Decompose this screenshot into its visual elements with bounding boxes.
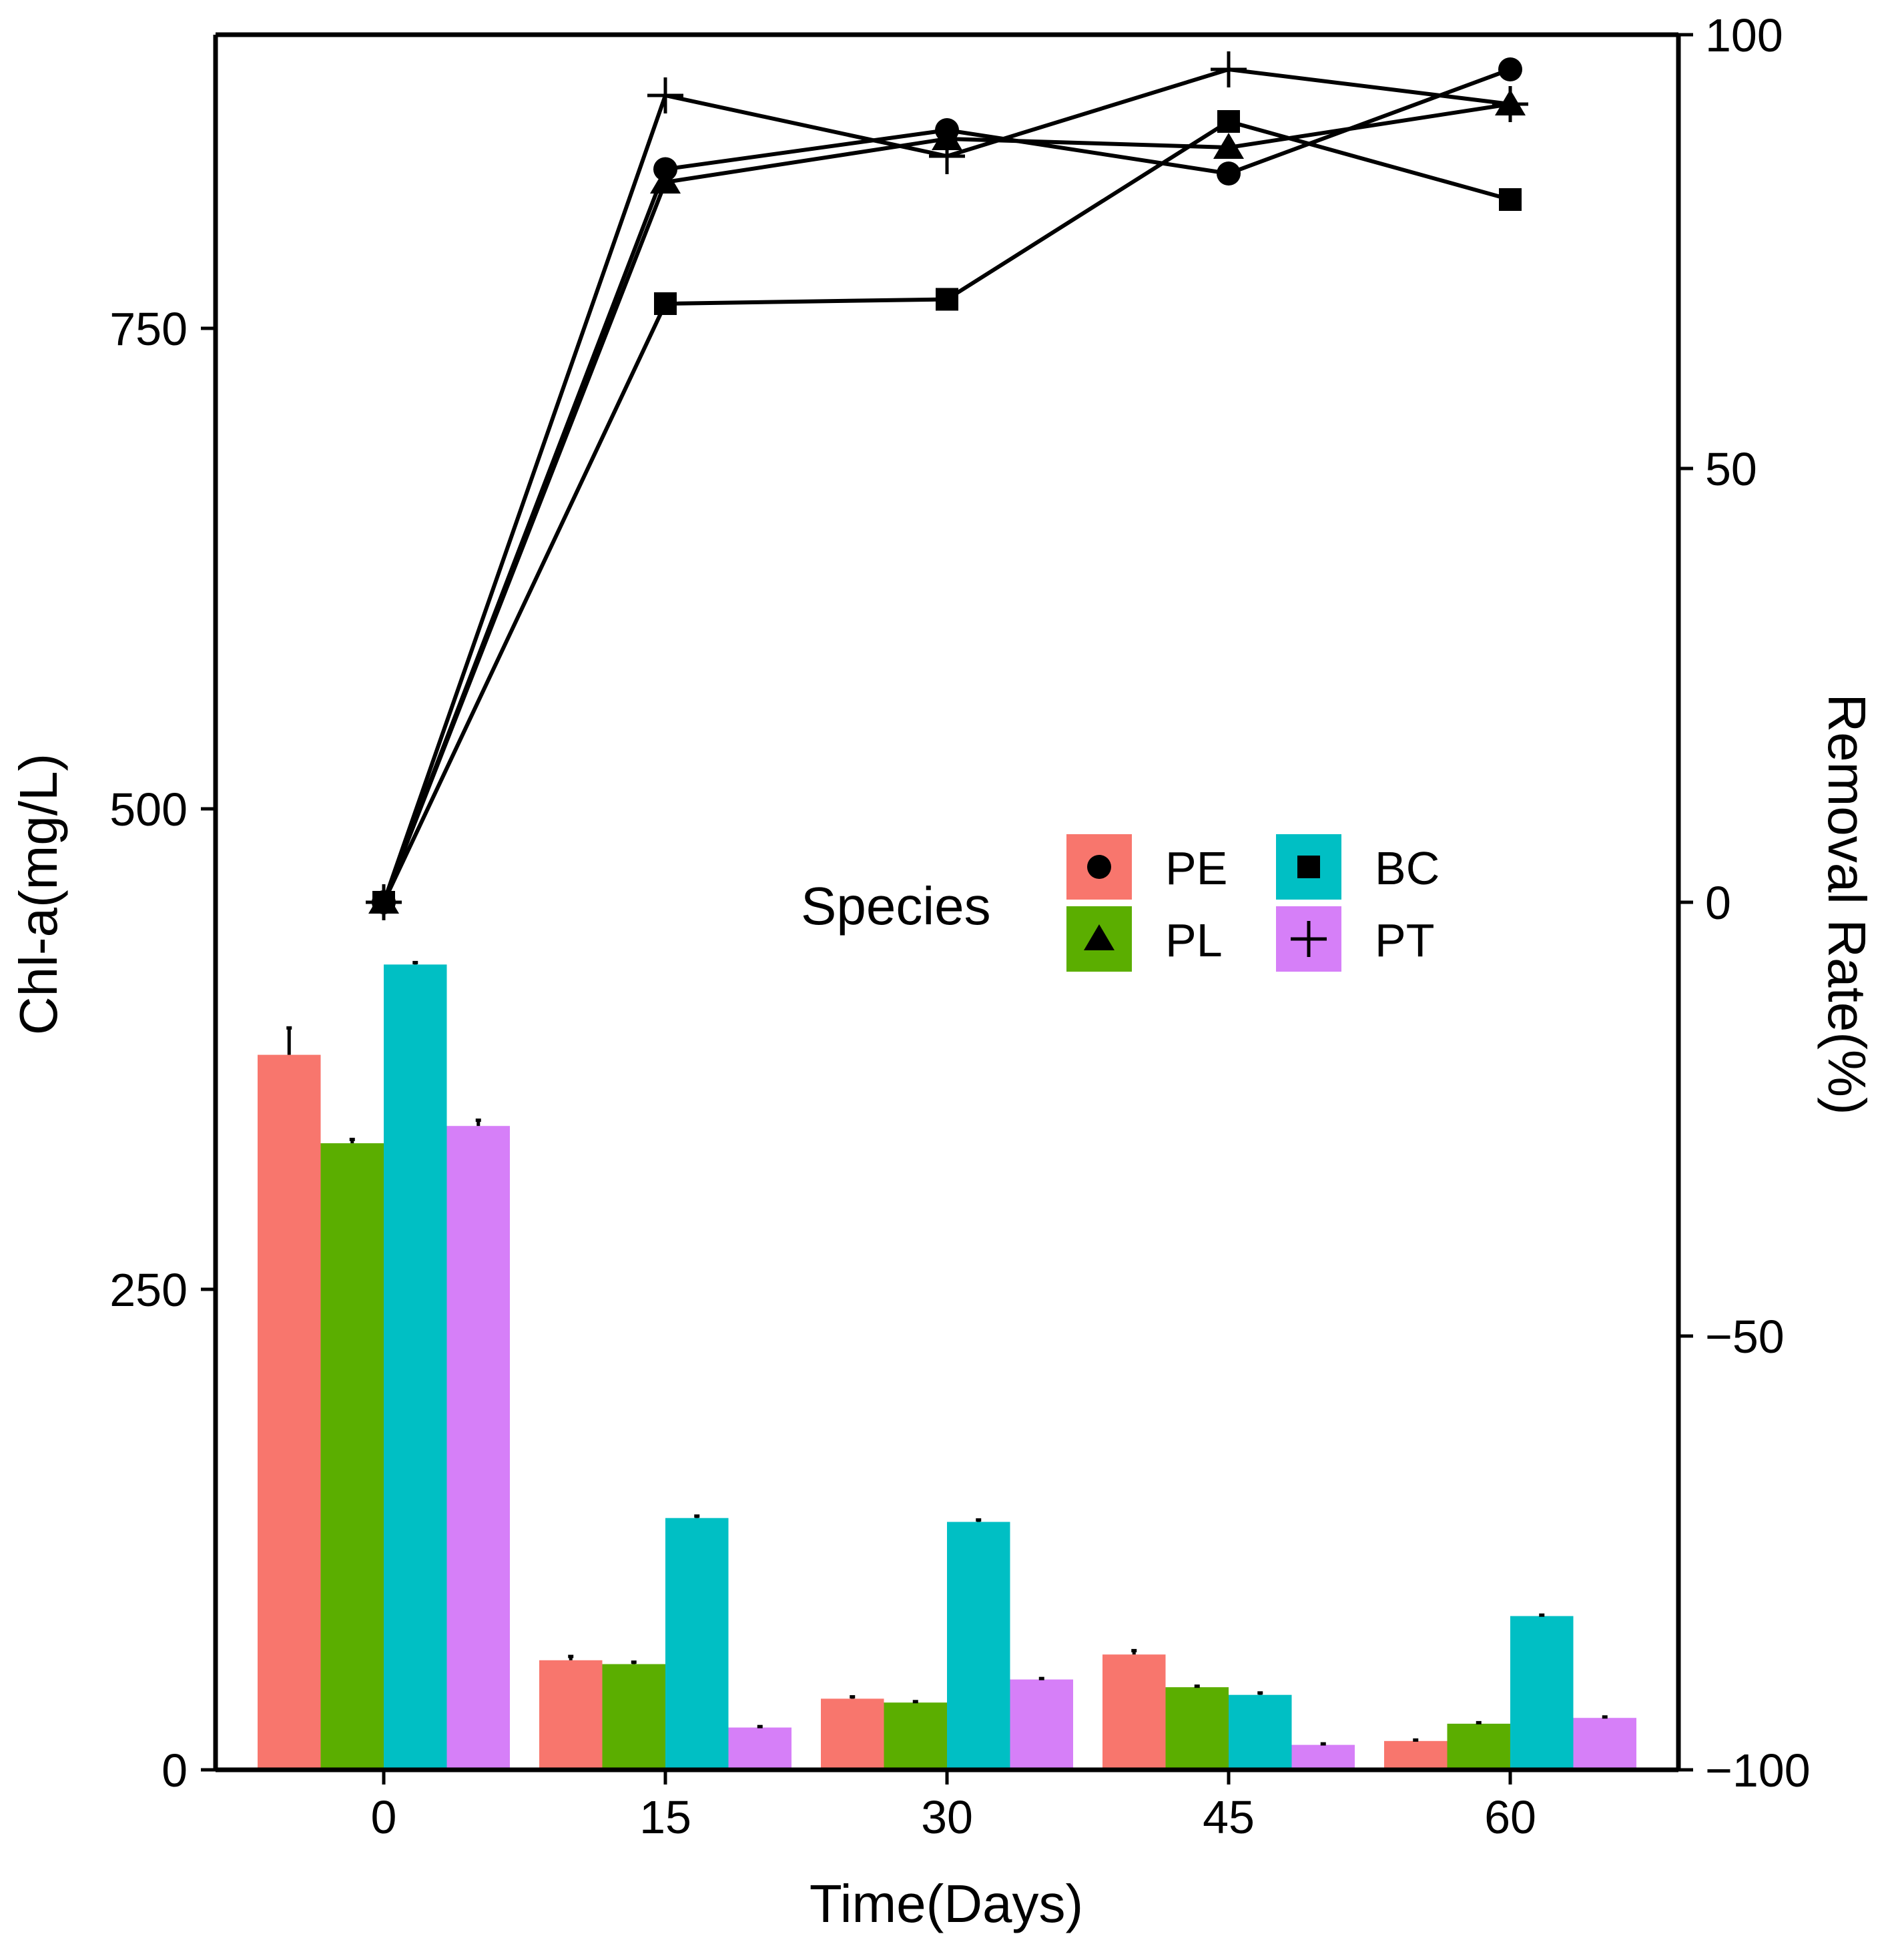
legend-item-pl: PL (1066, 906, 1223, 972)
marker-pl-day-15 (650, 168, 681, 194)
marker-pt-day-60 (1492, 86, 1528, 122)
legend-item-bc: BC (1276, 834, 1440, 900)
bar-pt-day-15 (728, 1727, 791, 1770)
bar-pe-day-45 (1102, 1654, 1166, 1770)
y2-tick-label-100: 100 (1705, 9, 1783, 61)
y2-tick-label-−100: −100 (1705, 1744, 1811, 1797)
bar-bc-day-15 (665, 1518, 729, 1770)
y2-axis-title: Removal Rate(%) (1817, 693, 1877, 1114)
marker-bc-day-30 (936, 288, 958, 311)
y-tick-label-250: 250 (109, 1264, 188, 1316)
x-tick-label-60: 60 (1484, 1791, 1536, 1843)
legend-marker-pt (1291, 921, 1327, 957)
bar-pl-day-30 (884, 1702, 947, 1770)
legend-label-bc: BC (1375, 842, 1440, 894)
bar-bc-day-0 (384, 964, 447, 1770)
marker-pl-day-45 (1213, 133, 1244, 159)
y2-tick-label-0: 0 (1705, 877, 1731, 929)
bar-pl-day-45 (1165, 1687, 1229, 1770)
bar-bc-day-45 (1229, 1694, 1292, 1770)
axes-layer: 0 250 500 750 −100 −50 0 50 100 0 15 30 45 60 (109, 9, 1810, 1843)
marker-bc-day-15 (654, 292, 677, 315)
y-tick-label-500: 500 (109, 783, 188, 836)
marker-pt-day-30 (929, 138, 965, 174)
marker-pl-day-30 (932, 124, 962, 150)
y2-tick-label-−50: −50 (1705, 1311, 1785, 1363)
marker-pt-day-45 (1211, 51, 1247, 87)
y-tick-label-750: 750 (109, 303, 188, 355)
legend-marker-pe (1087, 855, 1111, 879)
bar-pt-day-0 (446, 1126, 510, 1770)
y-axis-title: Chl-a(mg/L) (9, 753, 68, 1035)
bar-pl-day-60 (1447, 1723, 1510, 1770)
bar-pl-day-0 (320, 1143, 384, 1770)
marker-pt-day-0 (366, 884, 402, 920)
bar-bc-day-30 (947, 1522, 1010, 1770)
bar-bc-day-60 (1510, 1616, 1574, 1770)
legend: Species PE PL BC PT (801, 834, 1440, 972)
y2-tick-label-50: 50 (1705, 443, 1757, 495)
bar-pl-day-15 (602, 1664, 665, 1770)
bar-pe-day-30 (821, 1698, 884, 1770)
legend-marker-bc (1297, 856, 1320, 878)
legend-label-pl: PL (1165, 914, 1223, 966)
marker-pe-day-60 (1498, 57, 1522, 81)
bar-pe-day-0 (258, 1054, 321, 1770)
marker-pt-day-15 (647, 77, 683, 113)
bar-pe-day-15 (539, 1660, 603, 1770)
legend-marker-pl (1084, 924, 1115, 950)
bars-layer (258, 960, 1636, 1770)
x-tick-label-45: 45 (1203, 1791, 1255, 1843)
y-tick-label-0: 0 (162, 1744, 188, 1797)
marker-bc-day-60 (1499, 188, 1522, 211)
bar-pt-day-60 (1573, 1718, 1636, 1770)
lines-layer (366, 51, 1528, 920)
legend-item-pt: PT (1276, 906, 1434, 972)
bar-pt-day-45 (1291, 1744, 1355, 1770)
x-tick-label-15: 15 (639, 1791, 691, 1843)
bar-pe-day-60 (1384, 1740, 1448, 1770)
x-tick-label-30: 30 (921, 1791, 973, 1843)
marker-bc-day-45 (1217, 110, 1240, 133)
x-axis-title: Time(Days) (810, 1874, 1083, 1933)
legend-title: Species (801, 876, 991, 936)
legend-item-pe: PE (1066, 834, 1227, 900)
legend-label-pt: PT (1375, 914, 1434, 966)
marker-pe-day-45 (1217, 161, 1241, 186)
bar-pt-day-30 (1010, 1679, 1073, 1770)
x-tick-label-0: 0 (371, 1791, 397, 1843)
legend-label-pe: PE (1165, 842, 1227, 894)
